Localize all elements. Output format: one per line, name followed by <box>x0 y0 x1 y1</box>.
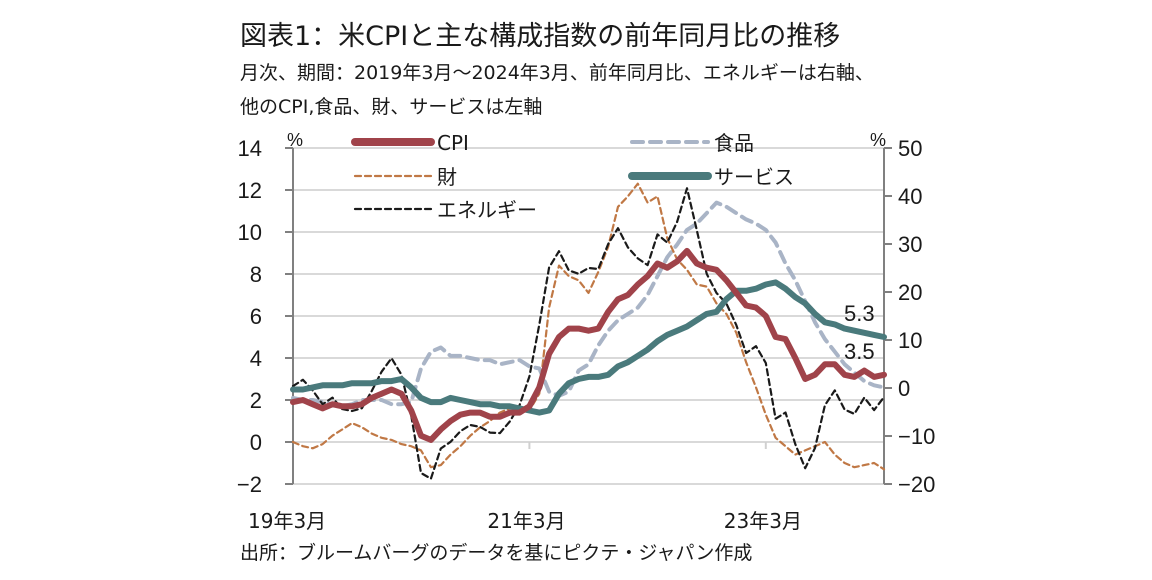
legend-item-services: サービス <box>628 165 794 189</box>
left-axis-tick-label: 14 <box>238 136 262 161</box>
series-line-food <box>291 200 886 409</box>
left-axis-tick-label: −2 <box>237 472 262 497</box>
axes <box>285 147 892 485</box>
right-axis-tick-label: 10 <box>898 328 922 353</box>
left-axis-tick-label: 10 <box>238 220 262 245</box>
x-axis-tick-label: 23年3月 <box>724 509 802 533</box>
x-axis-tick-label: 19年3月 <box>248 509 326 533</box>
right-axis-tick-label: 0 <box>898 376 910 401</box>
legend-label-goods: 財 <box>437 165 457 189</box>
legend-label-cpi: CPI <box>437 131 469 155</box>
gridlines <box>293 147 884 485</box>
series-line-cpi <box>290 247 887 443</box>
chart-subtitle-line-1: 月次、期間：2019年3月～2024年3月、前年同月比、エネルギーは右軸、 <box>240 62 874 84</box>
chart-title: 図表1：米CPIと主な構成指数の前年同月比の推移 <box>240 21 841 52</box>
right-axis-tick-label: 30 <box>898 232 922 257</box>
left-axis-tick-label: 4 <box>250 346 262 371</box>
left-axis-unit: % <box>287 130 303 150</box>
right-axis-tick-label: 50 <box>898 136 922 161</box>
chart-subtitle-line-2: 他のCPI,食品、財、サービスは左軸 <box>240 96 543 118</box>
left-axis-tick-label: 12 <box>238 178 262 203</box>
left-axis-tick-label: 2 <box>250 388 262 413</box>
right-axis-tick-label: 20 <box>898 280 922 305</box>
end-value-label-services: 5.3 <box>844 301 875 326</box>
legend-label-services: サービス <box>714 165 794 189</box>
legend-item-energy: エネルギー <box>353 198 537 222</box>
left-axis-tick-label: 8 <box>250 262 262 287</box>
series-line-energy <box>291 187 886 480</box>
legend-item-goods: 財 <box>353 165 457 189</box>
right-axis-unit: % <box>870 130 886 150</box>
x-axis-tick-label: 21年3月 <box>487 509 565 533</box>
left-axis-tick-label: 6 <box>250 304 262 329</box>
right-axis-tick-label: 40 <box>898 184 922 209</box>
series-line-goods <box>291 182 886 471</box>
chart-source-note: 出所：ブルームバーグのデータを基にピクテ・ジャパン作成 <box>240 542 753 564</box>
end-value-label-cpi: 3.5 <box>844 339 875 364</box>
left-axis-tick-label: 0 <box>250 430 262 455</box>
legend-label-energy: エネルギー <box>437 198 537 222</box>
legend-item-food: 食品 <box>630 131 754 155</box>
legend-item-cpi: CPI <box>351 131 469 155</box>
series-lines <box>290 182 887 480</box>
right-axis-tick-label: −20 <box>898 472 935 497</box>
series-line-services <box>290 279 887 416</box>
legend-label-food: 食品 <box>714 131 754 155</box>
right-axis-tick-label: −10 <box>898 424 935 449</box>
